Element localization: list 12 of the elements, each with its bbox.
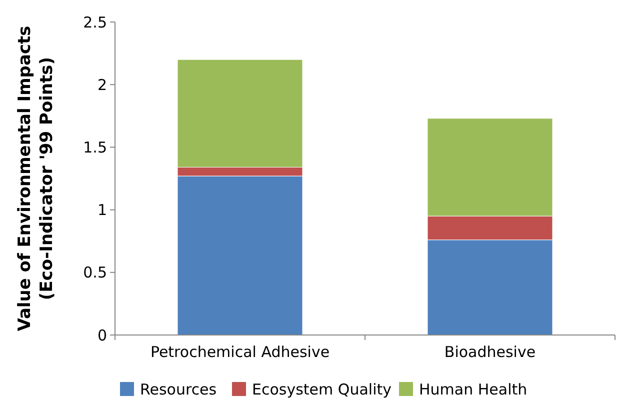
x-tick-label: Bioadhesive	[444, 343, 536, 361]
y-tick-label: 0	[97, 326, 107, 344]
legend-label: Ecosystem Quality	[252, 380, 392, 398]
y-tick-label: 1.5	[83, 138, 107, 156]
y-axis-title: Value of Environmental Impacts (Eco-Indicator '99 Points)	[15, 26, 57, 332]
legend-label: Resources	[140, 380, 217, 398]
y-tick-label: 0.5	[83, 264, 107, 282]
legend-label: Human Health	[419, 380, 528, 398]
y-tick-label: 2.5	[83, 13, 107, 32]
y-tick-label: 2	[97, 76, 107, 94]
x-tick-label: Petrochemical Adhesive	[150, 343, 330, 361]
y-tick-label: 1	[97, 201, 107, 220]
